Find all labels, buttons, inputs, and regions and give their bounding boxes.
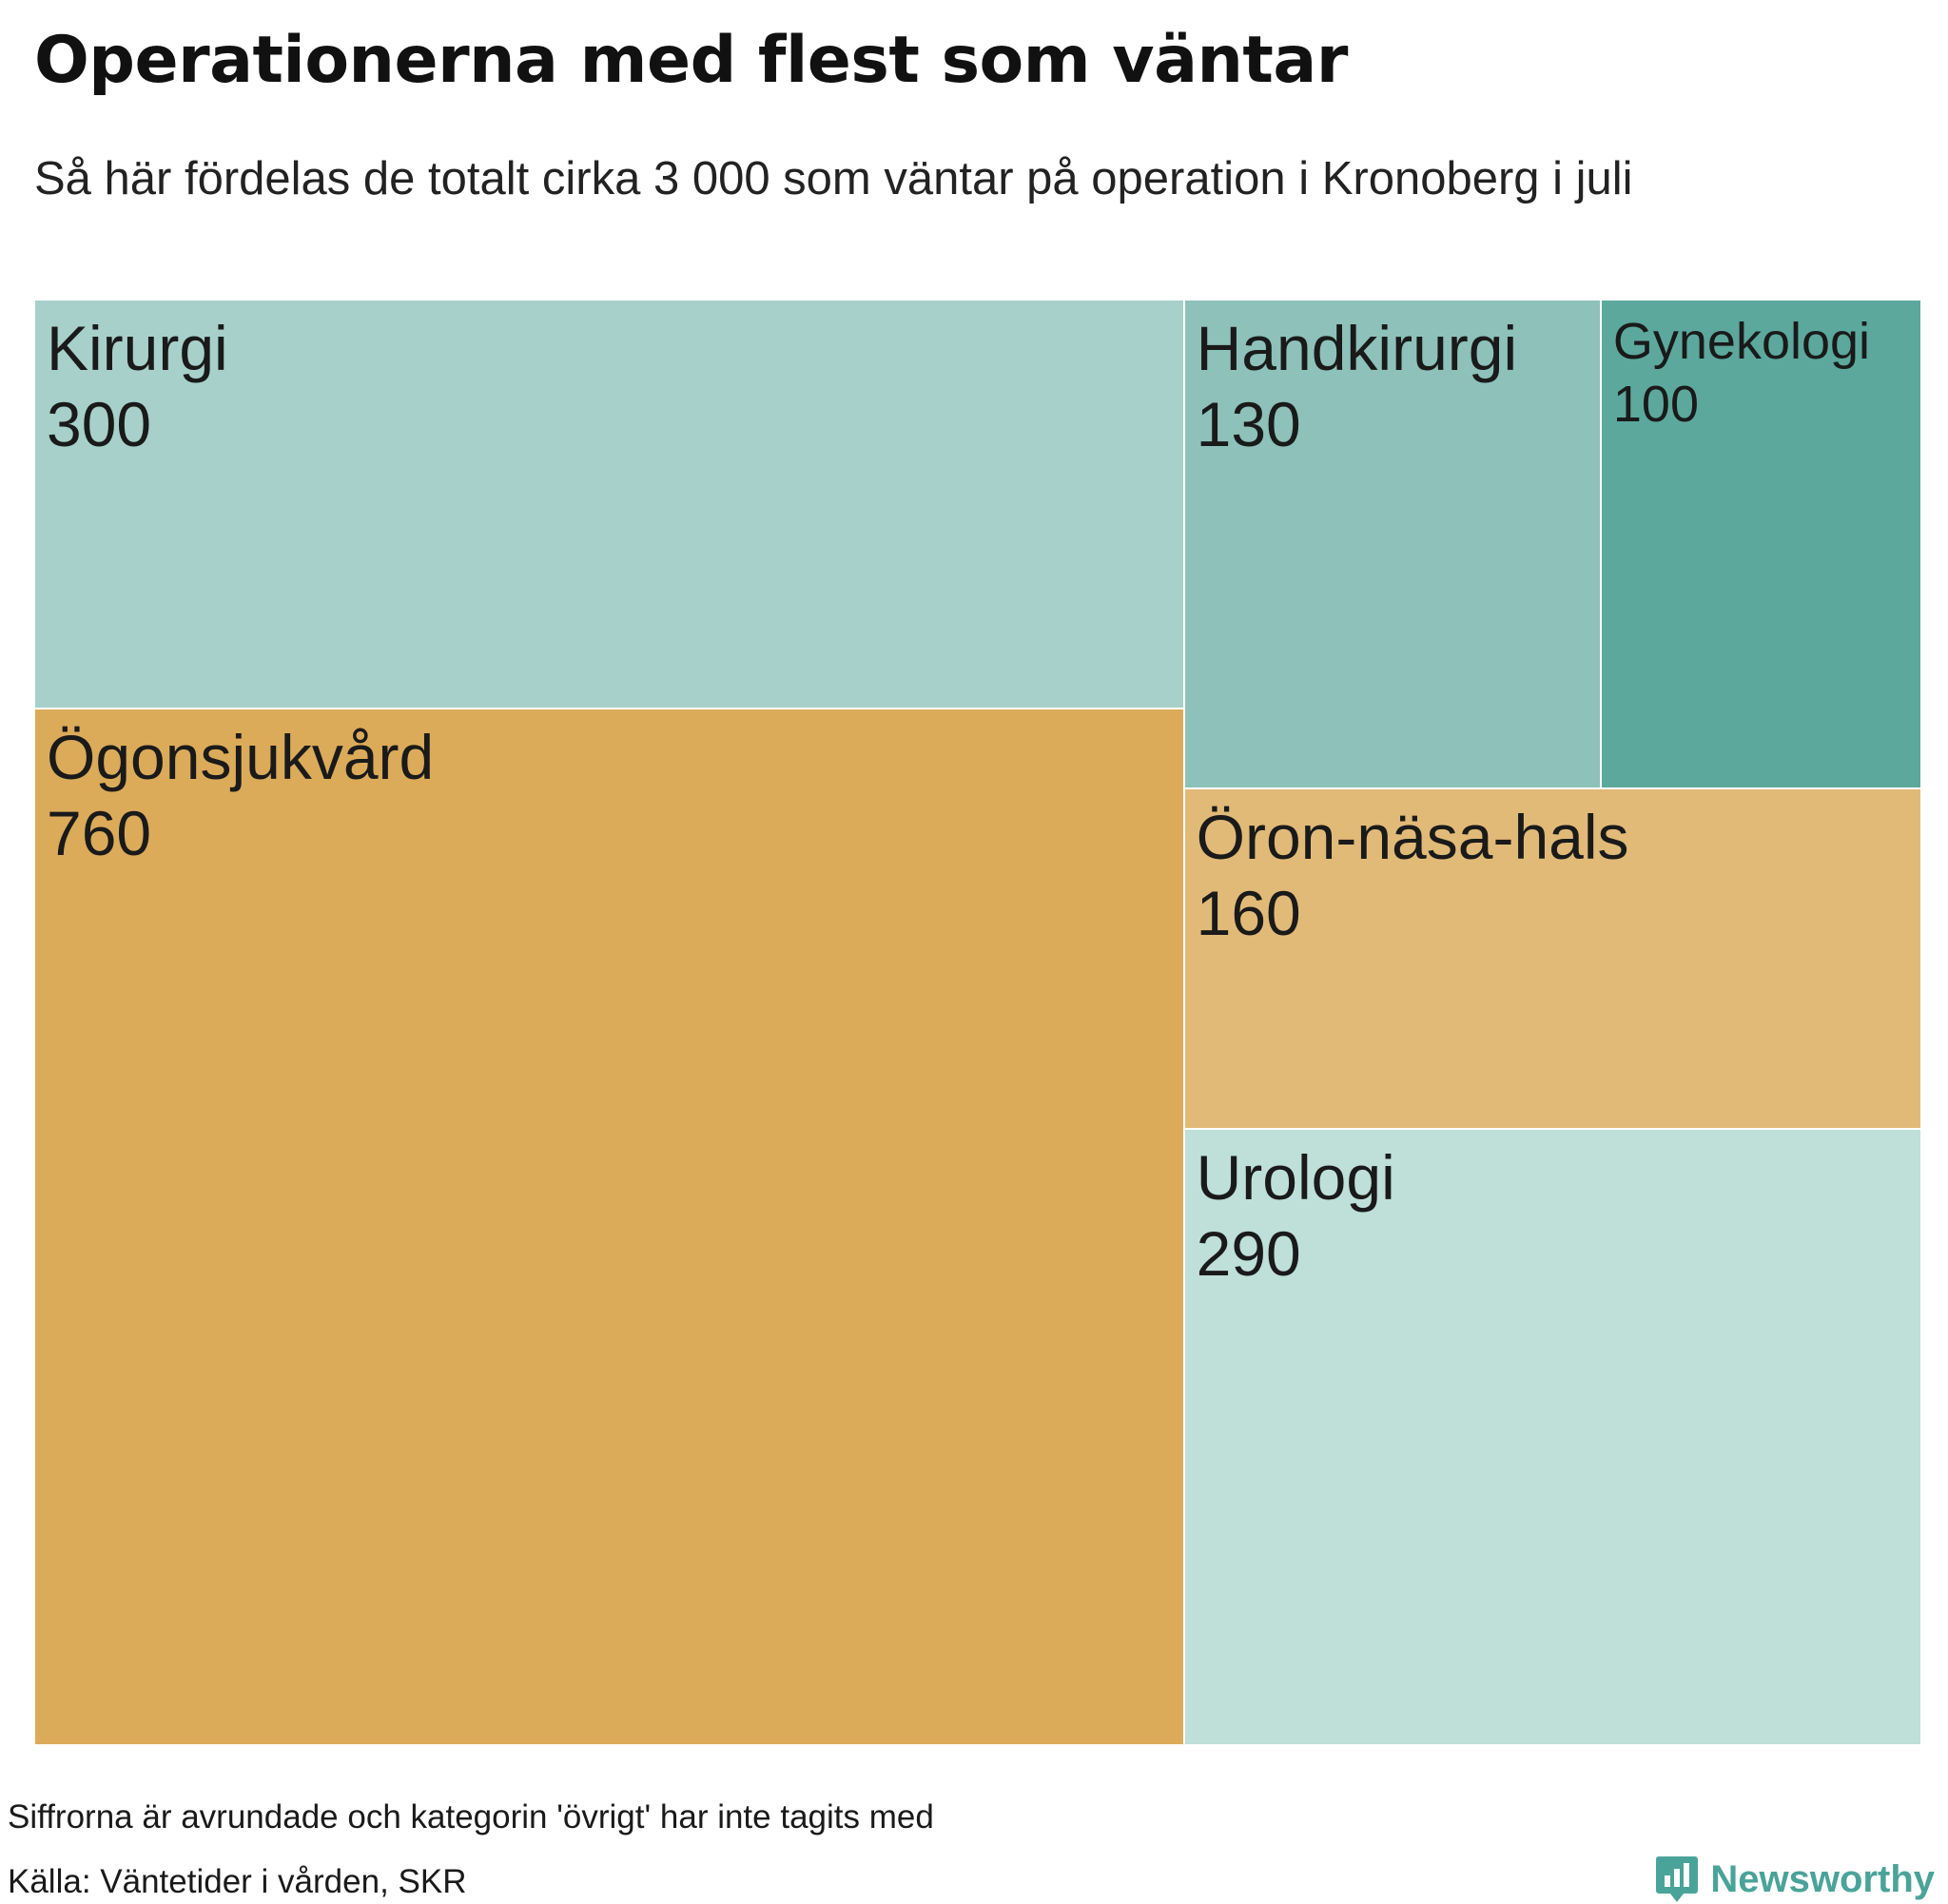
tile-value-label: 100	[1612, 376, 1699, 433]
tile-category-label: Ögonsjukvård	[47, 722, 435, 793]
treemap-tile-gynekologi: Gynekologi 100	[1600, 300, 1921, 789]
tile-value-label: 160	[1196, 878, 1301, 949]
tile-label: Öron-näsa-hals 160	[1197, 799, 1629, 951]
treemap-tile-handkirurgi: Handkirurgi 130	[1183, 300, 1601, 789]
newsworthy-logo: Newsworthy	[1655, 1855, 1935, 1904]
chart-title: Operationerna med flest som väntar	[34, 23, 1348, 98]
tile-category-label: Öron-näsa-hals	[1196, 802, 1629, 873]
footnote: Siffrorna är avrundade och kategorin 'öv…	[8, 1798, 934, 1836]
tile-value-label: 760	[47, 798, 152, 869]
brand-name: Newsworthy	[1710, 1857, 1935, 1900]
tile-label: Kirurgi 300	[47, 310, 228, 462]
tile-value-label: 130	[1196, 389, 1301, 459]
tile-label: Gynekologi 100	[1613, 310, 1870, 436]
treemap-tile-ogonsjukvard: Ögonsjukvård 760	[34, 709, 1184, 1745]
tile-label: Handkirurgi 130	[1197, 310, 1517, 462]
treemap-tile-kirurgi: Kirurgi 300	[34, 300, 1184, 709]
tile-category-label: Gynekologi	[1612, 313, 1871, 370]
tile-label: Urologi 290	[1197, 1139, 1395, 1292]
tile-label: Ögonsjukvård 760	[47, 719, 434, 871]
tile-value-label: 290	[1196, 1217, 1301, 1289]
tile-category-label: Handkirurgi	[1196, 313, 1518, 383]
chat-bar-chart-icon	[1656, 1856, 1699, 1902]
treemap-tile-oron-nasa-hals: Öron-näsa-hals 160	[1183, 788, 1921, 1129]
tile-category-label: Kirurgi	[47, 313, 228, 383]
tile-value-label: 300	[47, 389, 152, 459]
chart-subtitle: Så här fördelas de totalt cirka 3 000 so…	[34, 153, 1633, 204]
tile-category-label: Urologi	[1196, 1141, 1395, 1213]
source-note: Källa: Väntetider i vården, SKR	[8, 1863, 467, 1900]
treemap-chart: Kirurgi 300 Ögonsjukvård 760 Handkirurgi 130 G…	[34, 300, 1921, 1745]
treemap-tile-urologi: Urologi 290	[1183, 1128, 1921, 1745]
